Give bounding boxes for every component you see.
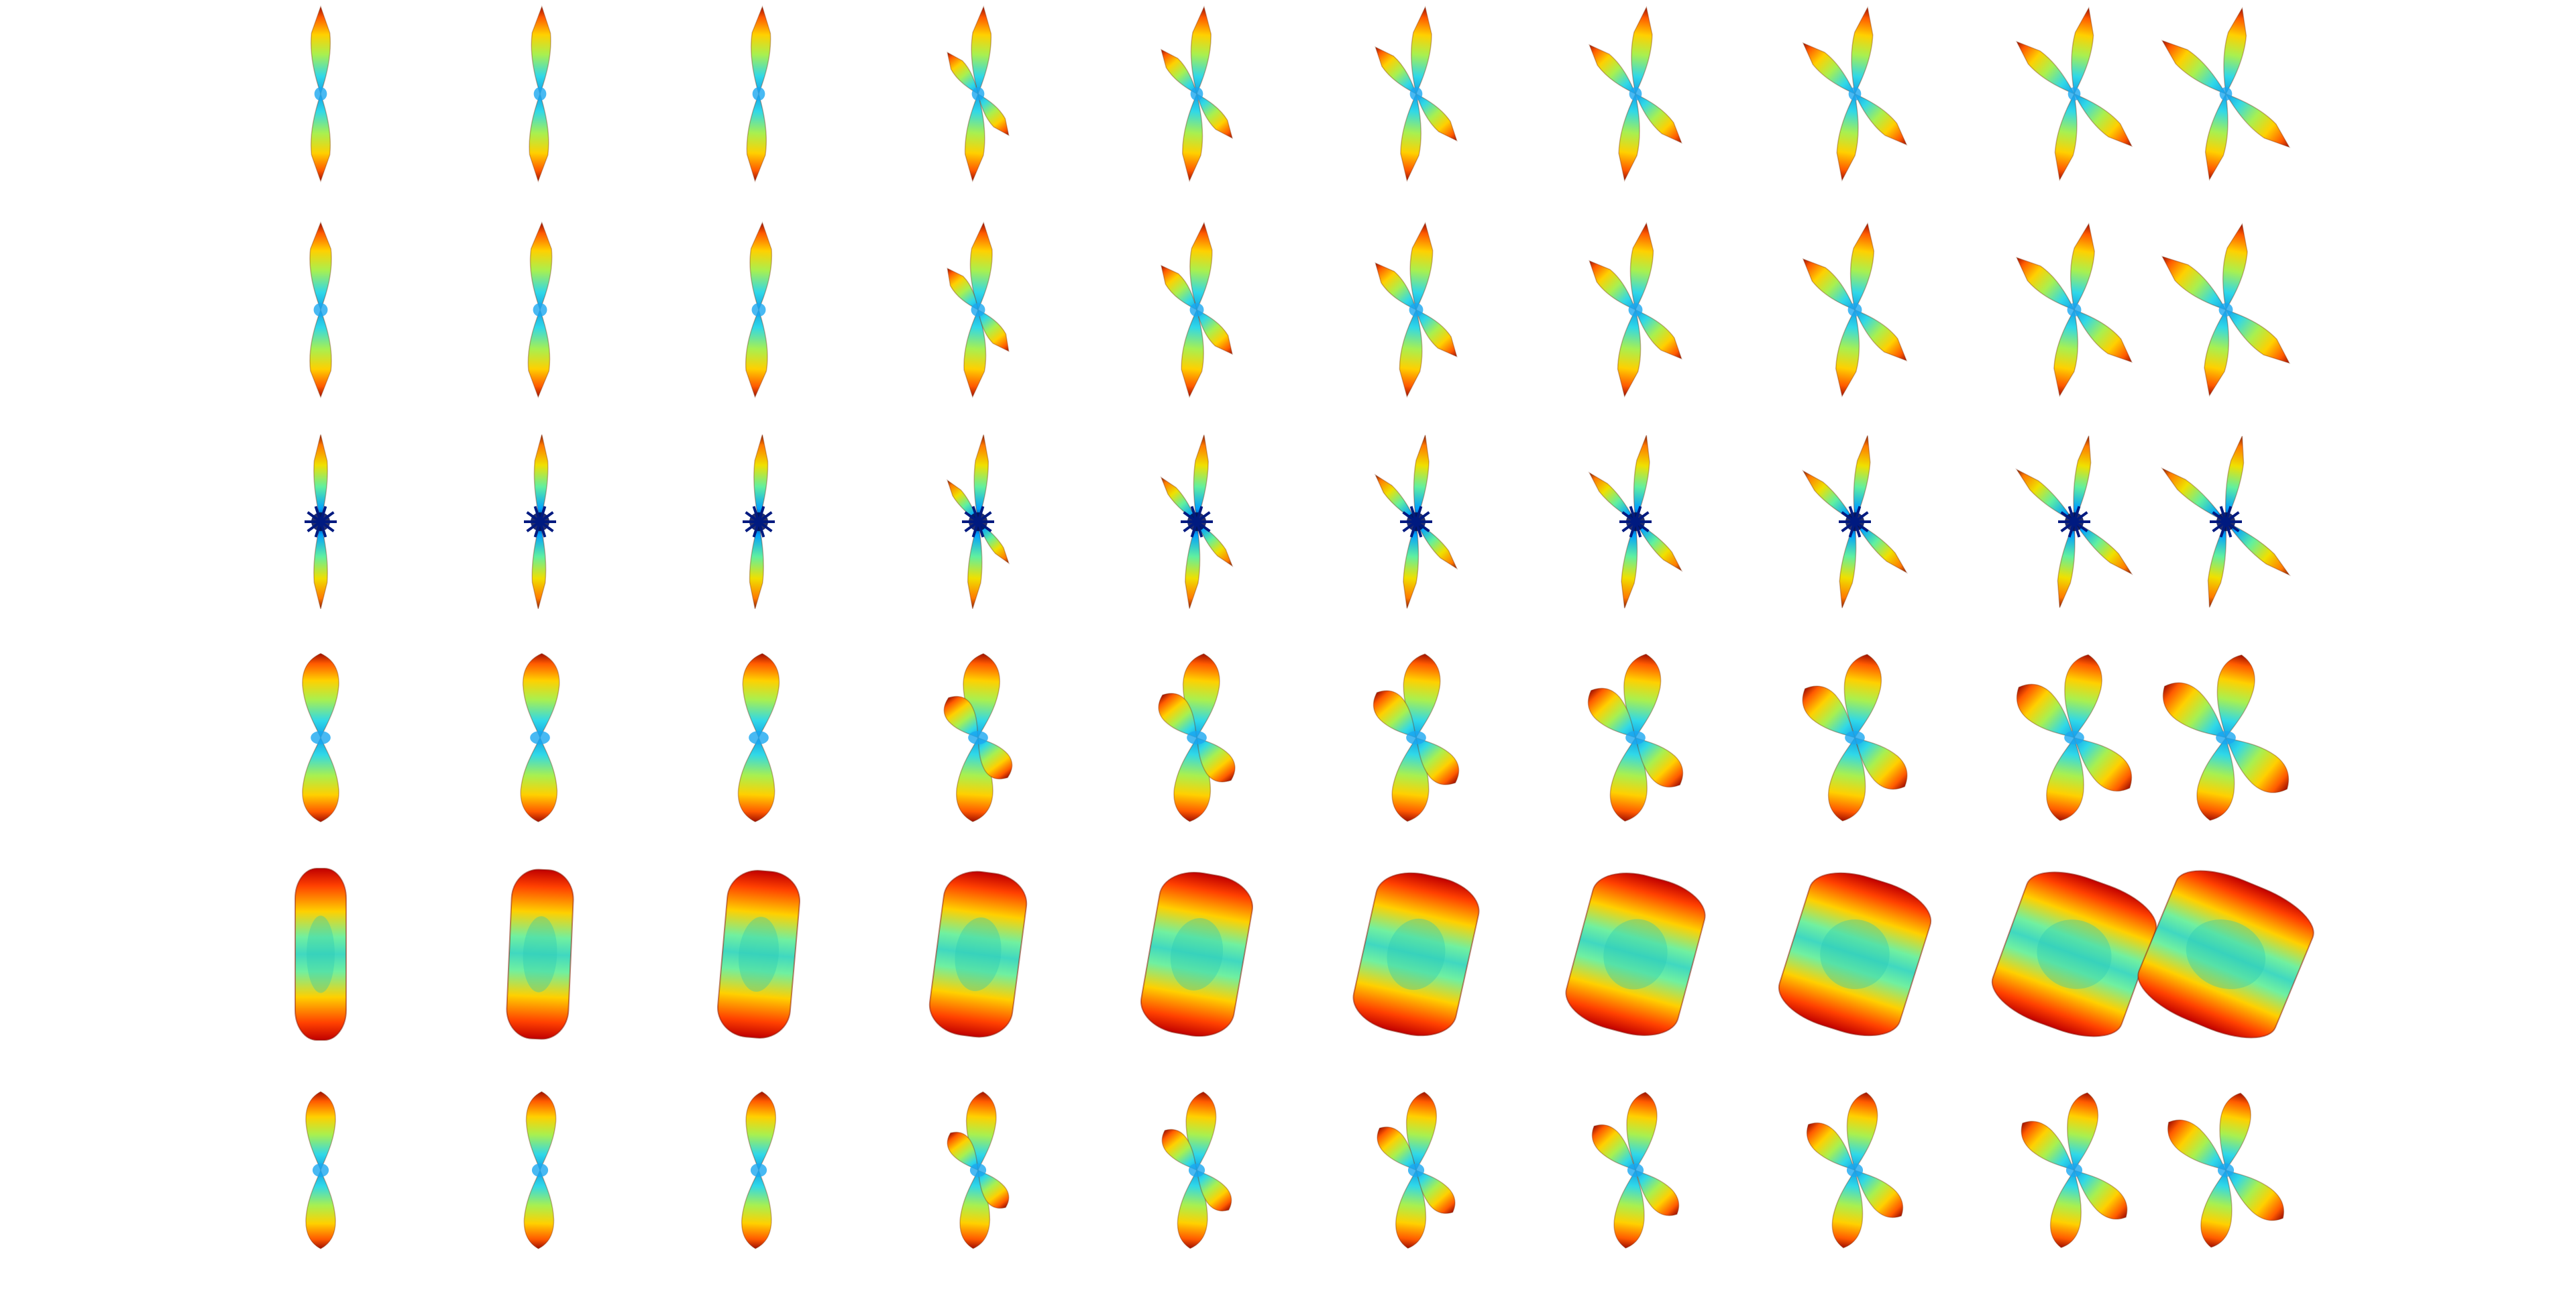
glyph-r6-c9 [2021,1092,2128,1249]
glyph-r2-c8 [1802,222,1908,398]
glyph-r1-c2 [529,5,551,183]
glyph-r4-c3 [737,652,780,823]
glyph-r1-c9 [2015,6,2133,182]
glyph-r3-c3 [743,434,775,610]
glyph-r3-c8 [1802,435,1908,608]
glyph-r6-c1 [305,1091,336,1249]
glyph-r1-c6 [1375,5,1458,182]
glyph-r4-c4 [943,652,1013,823]
glyph-r1-c1 [310,5,331,183]
glyph-r2-c5 [1161,221,1233,398]
glyph-r5-c1 [294,868,347,1041]
glyph-r6-c4 [947,1091,1010,1249]
glyph-r6-c3 [741,1091,776,1249]
glyph-r2-c7 [1589,221,1682,398]
glyph-r5-c4 [928,870,1028,1038]
glyph-r4-c10 [2162,654,2290,821]
glyph-r2-c10 [2161,223,2291,397]
glyph-r1-c10 [2161,7,2291,181]
glyph-r3-c4 [946,435,1010,609]
glyph-r5-c9 [1991,871,2157,1037]
glyph-r3-c10 [2161,435,2291,608]
glyph-r4-c2 [520,652,560,823]
glyph-r2-c1 [309,221,332,399]
glyph-r3-c2 [524,434,556,610]
glyph-r4-c5 [1158,653,1236,822]
glyph-r1-c3 [746,5,771,183]
glyph-r2-c2 [527,221,553,399]
glyph-grid [294,5,2314,1249]
glyph-r2-c4 [947,221,1010,398]
glyph-r4-c7 [1587,653,1684,822]
glyph-r3-c1 [305,434,337,610]
glyph-r4-c8 [1802,654,1908,821]
glyph-r6-c5 [1161,1091,1232,1249]
glyph-r1-c8 [1802,6,1908,182]
glyph-r5-c5 [1140,871,1254,1037]
glyph-r2-c3 [745,221,773,398]
glyph-r6-c10 [2167,1092,2285,1248]
glyph-r2-c9 [2015,222,2133,398]
glyph-r4-c6 [1373,653,1460,822]
glyph-r5-c10 [2137,870,2314,1039]
glyph-r3-c6 [1374,435,1458,609]
glyph-r5-c7 [1565,872,1706,1036]
glyph-r3-c9 [2015,435,2133,608]
glyph-r5-c2 [506,868,574,1040]
glyph-r5-c3 [717,870,800,1039]
glyph-r4-c1 [302,652,339,823]
glyph-r6-c2 [523,1091,557,1249]
glyph-r6-c6 [1377,1091,1456,1249]
glyph-r1-c7 [1589,5,1682,182]
glyph-r3-c5 [1160,435,1234,609]
glyph-r3-c7 [1588,435,1683,609]
glyph-r6-c8 [1806,1092,1904,1249]
glyph-r5-c6 [1352,872,1480,1037]
glyph-r1-c5 [1160,5,1234,182]
glyph-r2-c6 [1375,221,1458,398]
glyph-r4-c9 [2016,654,2133,821]
glyph-r5-c8 [1778,872,1932,1037]
glyph-r1-c4 [947,5,1010,183]
glyph-r6-c7 [1591,1092,1680,1249]
